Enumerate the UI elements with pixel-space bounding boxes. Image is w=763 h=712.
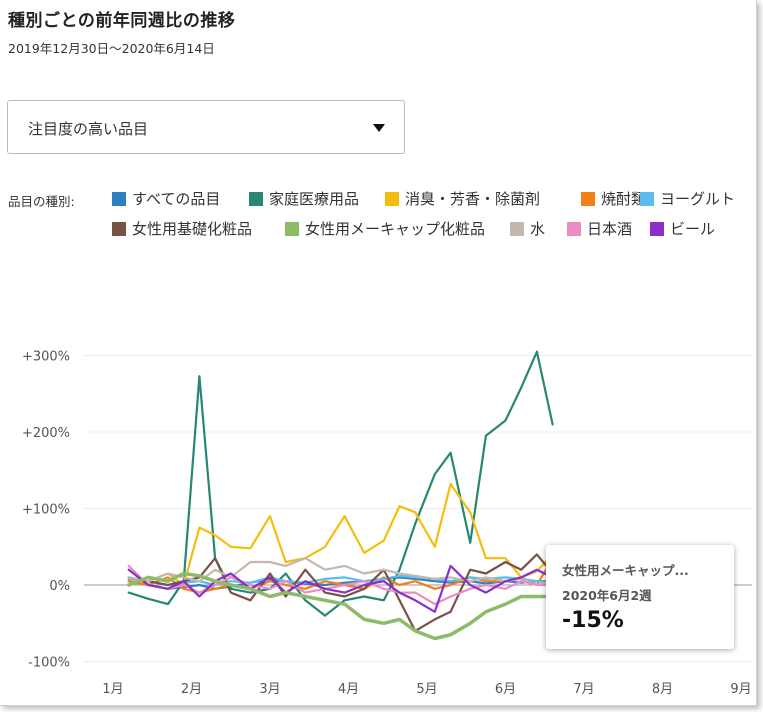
series-line — [127, 576, 554, 590]
legend-swatch — [640, 191, 654, 206]
category-dropdown[interactable]: 注目度の高い品目 — [7, 100, 405, 154]
x-tick-label: 9月 — [730, 682, 751, 697]
legend-swatch — [112, 221, 126, 236]
legend-label-text: ビール — [670, 220, 716, 238]
legend-item[interactable]: 日本酒 — [567, 218, 632, 239]
y-tick-label: +300% — [22, 350, 70, 365]
legend-label-text: すべての品目 — [132, 190, 221, 208]
caret-down-icon[interactable] — [373, 124, 385, 132]
legend-item[interactable]: 女性用基礎化粧品 — [112, 218, 252, 239]
legend-swatch — [112, 191, 126, 206]
legend-label-text: 消臭・芳香・除菌剤 — [405, 190, 541, 208]
legend-label-text: 水 — [530, 220, 546, 238]
x-tick-label: 3月 — [259, 682, 280, 697]
legend-item[interactable]: 水 — [510, 218, 545, 239]
legend-swatch — [249, 191, 263, 206]
legend-label-text: 日本酒 — [587, 220, 633, 238]
series-line — [127, 564, 554, 606]
x-tick-label: 5月 — [416, 682, 437, 697]
legend-item[interactable]: ヨーグルト — [640, 188, 735, 209]
legend-label-text: 家庭医療用品 — [269, 190, 360, 208]
legend-label-text: 女性用基礎化粧品 — [132, 220, 253, 238]
legend-label-text: ヨーグルト — [660, 190, 736, 208]
chart-title: 種別ごとの前年同週比の推移 — [8, 11, 236, 31]
y-tick-label: +200% — [22, 426, 70, 441]
legend-item[interactable]: 家庭医療用品 — [249, 188, 359, 209]
series-line — [127, 564, 554, 613]
legend-label: 品目の種別: — [8, 194, 75, 209]
legend-label-text: 焼酎類 — [601, 190, 647, 208]
series-line — [127, 482, 554, 587]
y-tick-label: 0% — [49, 579, 70, 594]
y-tick-label: +100% — [22, 503, 70, 518]
tooltip: 女性用メーキャップ... 2020年6月2週 -15% — [546, 545, 734, 649]
dropdown-value: 注目度の高い品目 — [28, 120, 149, 138]
x-tick-label: 6月 — [495, 682, 516, 697]
tooltip-series: 女性用メーキャップ... — [562, 563, 689, 578]
legend-swatch — [581, 191, 595, 206]
legend-item[interactable]: ビール — [650, 218, 715, 239]
legend-item[interactable]: 消臭・芳香・除菌剤 — [385, 188, 540, 209]
x-tick-label: 8月 — [652, 682, 673, 697]
legend-swatch — [510, 221, 524, 236]
legend-swatch — [650, 221, 664, 236]
legend-swatch — [567, 221, 581, 236]
series-line — [126, 571, 555, 641]
tooltip-date: 2020年6月2週 — [562, 588, 652, 603]
y-tick-label: -100% — [28, 656, 70, 671]
legend-item[interactable]: 焼酎類 — [581, 188, 646, 209]
legend-item[interactable]: すべての品目 — [112, 188, 220, 209]
x-tick-label: 4月 — [338, 682, 359, 697]
x-tick-label: 1月 — [102, 682, 123, 697]
series-line — [127, 557, 554, 587]
legend-item[interactable]: 女性用メーキャップ化粧品 — [285, 218, 485, 239]
legend-swatch — [285, 221, 299, 236]
legend-swatch — [385, 191, 399, 206]
tooltip-value: -15% — [562, 608, 624, 633]
x-tick-label: 7月 — [573, 682, 594, 697]
legend-label-text: 女性用メーキャップ化粧品 — [305, 220, 486, 238]
date-range: 2019年12月30日～2020年6月14日 — [8, 41, 215, 56]
x-tick-label: 2月 — [181, 682, 202, 697]
series-line — [127, 350, 554, 617]
